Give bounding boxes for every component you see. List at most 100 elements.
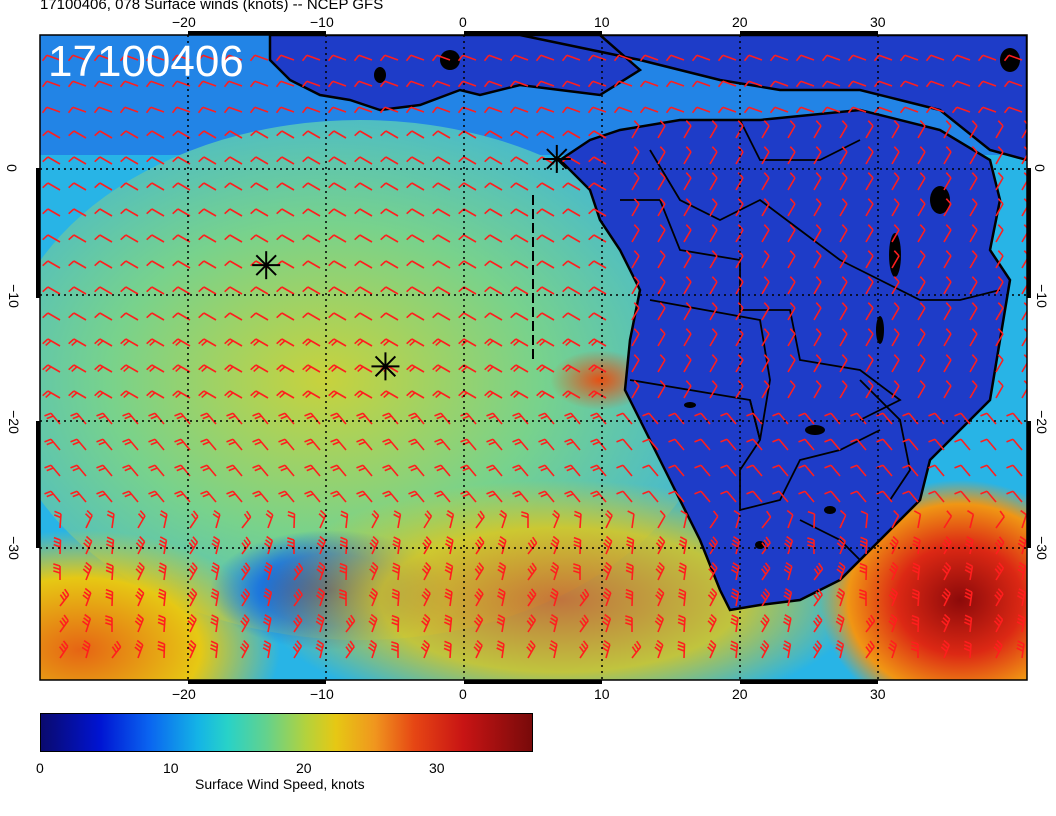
wind-barb — [578, 640, 589, 659]
wind-barb — [995, 250, 1004, 269]
wind-barb — [68, 390, 87, 399]
wind-barb — [41, 106, 61, 114]
wind-barb — [420, 639, 430, 659]
wind-barb — [120, 156, 139, 165]
wind-barb — [484, 338, 503, 347]
wind-barb — [761, 354, 770, 373]
wind-barb — [548, 640, 558, 659]
wind-barb — [41, 80, 61, 88]
wind-barb — [977, 54, 997, 62]
wind-barb — [782, 640, 792, 659]
wind-barb — [677, 614, 686, 633]
wind-barb — [68, 338, 87, 347]
wind-barb — [484, 260, 503, 269]
wind-barb — [795, 54, 815, 62]
wind-barb — [406, 156, 425, 165]
wind-barb — [96, 438, 113, 451]
wind-barb — [680, 510, 688, 529]
wind-barb — [1003, 80, 1023, 88]
wind-barb — [587, 80, 607, 88]
wind-barb — [137, 510, 146, 529]
wind-barb — [795, 80, 815, 88]
wind-barb — [824, 412, 841, 425]
wind-barb — [769, 106, 789, 114]
wind-barb — [798, 464, 815, 477]
wind-barb — [200, 464, 217, 477]
wind-barb — [625, 615, 633, 632]
wind-barb — [691, 80, 711, 88]
wind-barb — [405, 80, 425, 88]
wind-barb — [824, 438, 841, 451]
wind-barb — [720, 438, 737, 451]
wind-barb — [865, 354, 874, 373]
wind-barb — [683, 328, 692, 347]
wind-barb — [484, 130, 503, 139]
wind-barb — [328, 338, 347, 347]
wind-barb — [146, 338, 165, 347]
wind-barb — [562, 286, 581, 295]
wind-barb — [683, 276, 692, 295]
wind-barb — [304, 464, 321, 477]
wind-barb — [993, 639, 1003, 659]
wind-barb — [850, 464, 867, 477]
wind-barb — [657, 172, 666, 191]
wind-barb — [654, 613, 664, 633]
wind-barb — [761, 198, 770, 217]
wind-barb — [275, 80, 295, 88]
wind-barb — [891, 380, 900, 399]
wind-barb — [146, 390, 165, 399]
wind-barb — [928, 490, 945, 503]
wind-barb — [276, 234, 295, 243]
wind-barb — [458, 312, 477, 321]
wind-barb — [995, 380, 1004, 399]
wind-barb — [709, 224, 718, 243]
wind-barb — [813, 328, 822, 347]
wind-barb — [899, 106, 919, 114]
wind-barb — [657, 250, 666, 269]
wind-barb — [224, 364, 243, 373]
wind-barb — [839, 120, 848, 139]
wind-barb — [458, 364, 477, 373]
wind-barb — [198, 286, 217, 295]
wind-barb — [146, 286, 165, 295]
wind-barb — [198, 338, 217, 347]
wind-barb — [474, 562, 485, 581]
wind-barb — [1020, 509, 1027, 529]
wind-barb — [859, 536, 868, 555]
wind-barb — [564, 438, 581, 451]
wind-barb — [709, 302, 718, 321]
wind-barb — [379, 54, 399, 62]
wind-barb — [105, 562, 114, 581]
wind-barb — [786, 509, 794, 529]
wind-barb — [510, 234, 529, 243]
wind-barb — [354, 182, 373, 191]
wind-barb — [382, 464, 399, 477]
wind-barb — [42, 286, 61, 295]
wind-barb — [198, 364, 217, 373]
wind-barb — [189, 510, 199, 529]
wind-barb — [58, 640, 69, 659]
wind-barb — [146, 234, 165, 243]
wind-barb — [510, 208, 529, 217]
wind-barb — [240, 562, 251, 581]
wind-barb — [911, 641, 919, 658]
wind-barb — [458, 234, 477, 243]
wind-barb — [969, 224, 978, 243]
wind-barb — [252, 438, 269, 451]
wind-barb — [561, 106, 581, 114]
wind-barb — [158, 562, 167, 581]
wind-barb — [562, 130, 581, 139]
wind-barb — [158, 536, 168, 555]
wind-barb — [994, 562, 1005, 581]
x-tick-top: 30 — [870, 14, 886, 30]
wind-barb — [943, 276, 952, 295]
wind-barb — [561, 80, 581, 88]
wind-barb — [354, 130, 373, 139]
wind-barb — [145, 54, 165, 62]
wind-barb — [250, 130, 269, 139]
wind-barb — [835, 640, 845, 659]
wind-barb — [432, 260, 451, 269]
wind-barb — [174, 490, 191, 503]
wind-barb — [772, 438, 789, 451]
wind-barb — [406, 312, 425, 321]
